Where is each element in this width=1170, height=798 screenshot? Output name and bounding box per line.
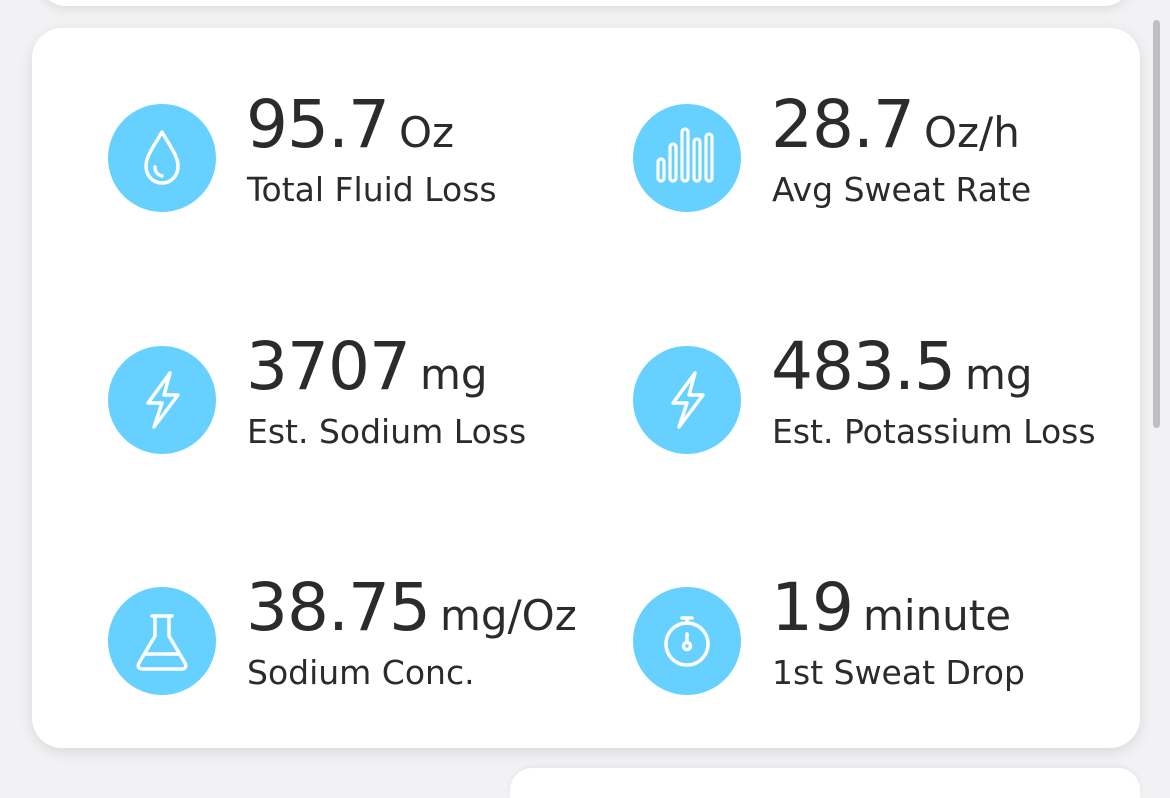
stat-unit: mg — [419, 350, 488, 399]
stat-label: 1st Sweat Drop — [772, 653, 1025, 692]
stat-sodium-conc: 38.75 mg/Oz Sodium Conc. — [108, 569, 578, 699]
stat-value: 483.5 — [771, 328, 956, 405]
previous-card-edge — [38, 0, 1132, 6]
sweat-summary-card: 95.7 Oz Total Fluid Loss 28.7 Oz/h Avg Swe… — [32, 28, 1140, 748]
stat-value: 28.7 — [771, 86, 915, 163]
stat-value-line: 3707 mg — [246, 328, 488, 405]
stat-value-line: 483.5 mg — [771, 328, 1033, 405]
scrollbar[interactable] — [1153, 20, 1160, 428]
stat-value-line: 95.7 Oz — [246, 86, 454, 163]
stat-label: Est. Potassium Loss — [772, 412, 1096, 451]
stat-unit: minute — [862, 591, 1012, 640]
stat-value: 38.75 — [246, 569, 431, 646]
stat-est-potassium-loss: 483.5 mg Est. Potassium Loss — [633, 328, 1103, 458]
stat-1st-sweat-drop: 19 minute 1st Sweat Drop — [633, 569, 1103, 699]
stat-value: 3707 — [246, 328, 411, 405]
stat-value-line: 28.7 Oz/h — [771, 86, 1020, 163]
stat-value-line: 19 minute — [771, 569, 1011, 646]
stat-value: 95.7 — [246, 86, 390, 163]
stat-label: Sodium Conc. — [247, 653, 475, 692]
stat-unit: Oz — [398, 108, 455, 157]
stopwatch-icon — [633, 587, 741, 695]
flask-icon — [108, 587, 216, 695]
stat-label: Est. Sodium Loss — [247, 412, 527, 451]
water-drop-icon — [108, 104, 216, 212]
stat-label: Total Fluid Loss — [247, 170, 497, 209]
stat-avg-sweat-rate: 28.7 Oz/h Avg Sweat Rate — [633, 86, 1103, 216]
stat-value-line: 38.75 mg/Oz — [246, 569, 577, 646]
stat-label: Avg Sweat Rate — [772, 170, 1032, 209]
stat-unit: mg/Oz — [439, 591, 577, 640]
stat-unit: mg — [964, 350, 1033, 399]
stat-value: 19 — [771, 569, 854, 646]
lightning-bolt-icon — [633, 346, 741, 454]
stat-unit: Oz/h — [923, 108, 1020, 157]
bar-chart-icon — [633, 104, 741, 212]
stat-est-sodium-loss: 3707 mg Est. Sodium Loss — [108, 328, 578, 458]
stat-total-fluid-loss: 95.7 Oz Total Fluid Loss — [108, 86, 578, 216]
lightning-bolt-icon — [108, 346, 216, 454]
